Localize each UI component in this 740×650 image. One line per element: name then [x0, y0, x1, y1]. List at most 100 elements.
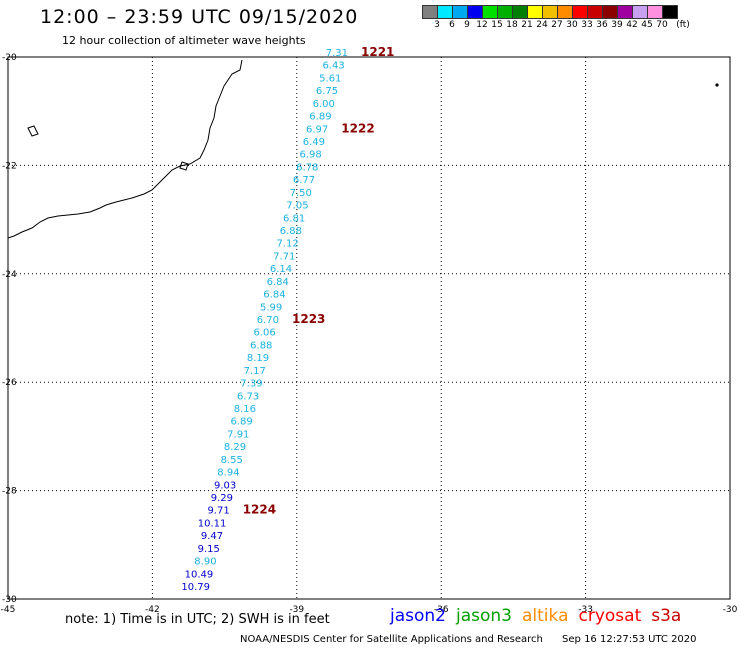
wave-height-value: 7.39: [240, 379, 262, 390]
wave-height-value: 6.77: [293, 175, 315, 186]
axis-tick-labels: -45 -42 -39 -36 -33 -30 -20 -22 -24 -26 -28 -30: [1, 53, 738, 615]
lat-tick-label: -20: [2, 53, 17, 63]
wave-height-value: 7.31: [326, 48, 348, 59]
wave-height-value: 8.16: [234, 404, 256, 415]
lon-tick-label: -42: [145, 605, 160, 615]
generated-timestamp: Sep 16 12:27:53 UTC 2020: [562, 634, 697, 645]
legend-label: 39: [611, 20, 623, 30]
legend-label: 42: [626, 20, 638, 30]
wave-height-value: 7.17: [244, 366, 266, 377]
legend-label: 15: [491, 20, 503, 30]
map-frame: [7, 56, 731, 600]
lat-tick-label: -26: [2, 378, 17, 388]
pass-time-label: 1224: [243, 503, 276, 517]
legend-label: 12: [476, 20, 488, 30]
wave-height-value: 6.84: [267, 277, 289, 288]
bay-detail: [179, 161, 189, 171]
wave-height-value: 9.71: [207, 506, 229, 517]
wave-height-value: 6.88: [250, 340, 272, 351]
satellite-legend: jason2 jason3 altika cryosat s3a: [390, 606, 691, 626]
wave-height-value: 6.89: [230, 417, 252, 428]
footer: NOAA/NESDIS Center for Satellite Applica…: [240, 634, 697, 645]
wave-height-value: 10.11: [198, 518, 227, 529]
legend-label: 6: [449, 20, 455, 30]
lon-tick-label: -39: [289, 605, 304, 615]
lat-tick-label: -22: [2, 161, 17, 171]
wave-height-value: 6.00: [313, 99, 335, 110]
pass-time-label: 1223: [292, 312, 325, 326]
coastline: [7, 59, 243, 239]
lon-tick-label: -36: [434, 605, 449, 615]
wave-height-value: 7.91: [227, 429, 249, 440]
wave-height-value: 5.61: [319, 73, 341, 84]
wave-height-value: 6.84: [263, 290, 285, 301]
wave-height-value: 6.14: [270, 264, 292, 275]
graticule: [7, 56, 731, 600]
legend-label: 36: [596, 20, 608, 30]
wave-height-value: 6.78: [296, 162, 318, 173]
note-text: note: 1) Time is in UTC; 2) SWH is in fe…: [65, 612, 330, 627]
legend-label: 45: [641, 20, 653, 30]
legend-color-bar: [422, 5, 740, 19]
satellite-cryosat: cryosat: [578, 606, 642, 626]
wave-height-value: 6.75: [316, 86, 338, 97]
satellite-s3a: s3a: [651, 606, 682, 626]
wave-height-value: 6.89: [309, 112, 331, 123]
wave-height-value: 7.05: [286, 201, 308, 212]
legend-unit: (ft): [676, 20, 690, 30]
pass-time-label: 1221: [361, 45, 394, 59]
wave-height-value: 6.43: [322, 61, 344, 72]
legend-labels: 3 6 9 12 15 18 21 24 27 30 33 36 39 42 45 70 (ft): [422, 19, 740, 31]
wave-height-value: 8.90: [194, 557, 216, 568]
lon-tick-label: -45: [1, 605, 16, 615]
legend-label: 9: [464, 20, 470, 30]
legend-label: 30: [566, 20, 578, 30]
time-labels: 1221 1222 1223 1224: [243, 45, 395, 517]
legend-label: 3: [434, 20, 440, 30]
legend-label: 70: [656, 20, 668, 30]
wave-height-value: 6.49: [303, 137, 325, 148]
pass-time-label: 1222: [341, 121, 374, 135]
wave-height-value: 7.50: [290, 188, 312, 199]
lat-tick-label: -28: [2, 487, 17, 497]
wave-height-value: 8.29: [224, 442, 246, 453]
wave-height-value: 6.97: [306, 124, 328, 135]
lat-tick-label: -24: [2, 270, 17, 280]
wave-height-value: 9.47: [201, 531, 223, 542]
wave-height-value: 6.06: [253, 328, 275, 339]
lon-tick-label: -33: [578, 605, 593, 615]
wave-height-value: 9.15: [198, 544, 220, 555]
island: [27, 125, 39, 137]
chart-title: 12:00 – 23:59 UTC 09/15/2020: [40, 6, 359, 28]
lat-tick-label: -30: [2, 595, 17, 605]
color-legend: 3 6 9 12 15 18 21 24 27 30 33 36 39 42 45 70 (ft): [422, 5, 740, 31]
credit-text: NOAA/NESDIS Center for Satellite Applica…: [240, 634, 543, 645]
wave-height-value: 5.99: [260, 302, 282, 313]
wave-height-value: 6.70: [257, 315, 279, 326]
wave-height-value: 8.94: [217, 468, 239, 479]
wave-height-value: 10.79: [181, 582, 210, 593]
legend-label: 27: [551, 20, 563, 30]
legend-label: 18: [506, 20, 518, 30]
satellite-altika: altika: [522, 606, 569, 626]
legend-label: 24: [536, 20, 548, 30]
wave-height-value: 8.19: [247, 353, 269, 364]
wave-height-value: 6.81: [283, 213, 305, 224]
wave-height-value: 10.49: [185, 569, 214, 580]
wave-height-value: 8.55: [221, 455, 243, 466]
wave-track: 7.316.435.616.756.006.896.976.496.986.78…: [181, 48, 348, 593]
wave-height-value: 7.12: [276, 239, 298, 250]
wave-height-value: 9.29: [211, 493, 233, 504]
satellite-jason2: jason2: [390, 606, 446, 626]
wave-height-value: 6.98: [299, 150, 321, 161]
satellite-jason3: jason3: [456, 606, 512, 626]
lon-tick-label: -30: [723, 605, 738, 615]
legend-swatch: [662, 5, 678, 19]
chart-subtitle: 12 hour collection of altimeter wave hei…: [62, 34, 306, 47]
wave-height-value: 7.71: [273, 251, 295, 262]
legend-label: 21: [521, 20, 533, 30]
legend-label: 33: [581, 20, 593, 30]
wave-height-value: 9.03: [214, 480, 236, 491]
wave-height-value: 6.73: [237, 391, 259, 402]
